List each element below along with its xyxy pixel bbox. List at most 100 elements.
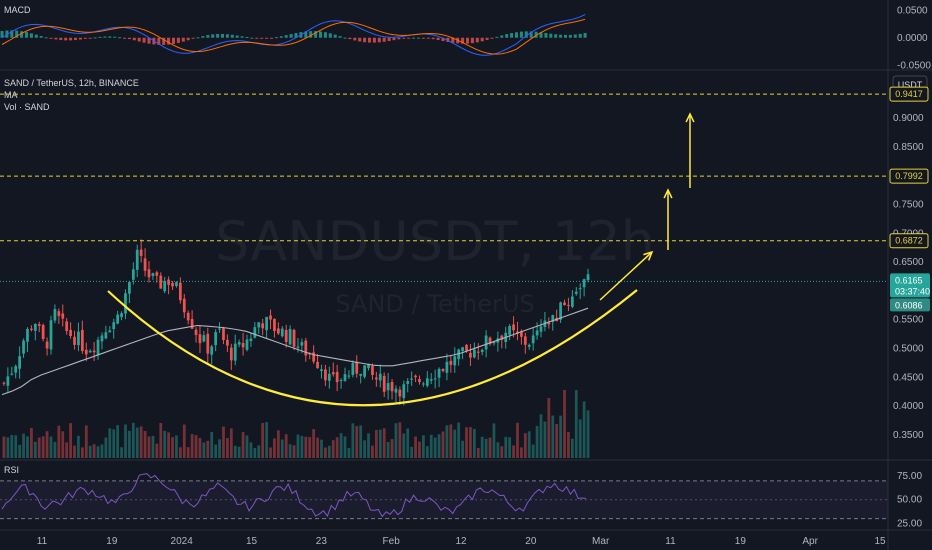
macd-histogram-bar: [397, 37, 401, 40]
volume-bar: [233, 445, 237, 458]
volume-bar: [2, 436, 6, 458]
macd-histogram-bar: [196, 37, 200, 39]
candle: [73, 330, 76, 350]
volume-bar: [245, 435, 249, 458]
volume-indicator-label[interactable]: Vol · SAND: [4, 102, 50, 112]
target-arrow[interactable]: [663, 188, 673, 250]
macd-histogram-bar: [44, 37, 48, 39]
candle: [135, 244, 139, 278]
time-tick-label: 20: [525, 536, 537, 547]
candle: [547, 317, 551, 329]
volume-bar: [241, 432, 245, 458]
macd-histogram-bar: [309, 31, 313, 38]
macd-histogram-bar: [568, 34, 572, 38]
macd-histogram-bar: [142, 37, 146, 43]
time-tick-label: 19: [106, 536, 118, 547]
macd-histogram-bar: [230, 34, 234, 38]
volume-bar: [520, 447, 523, 458]
macd-histogram-bar: [417, 37, 420, 39]
volume-bar: [504, 436, 508, 458]
macd-histogram-bar: [206, 35, 210, 38]
macd-histogram-bar: [147, 37, 151, 44]
volume-bar: [280, 439, 284, 458]
macd-tick-label: -0.0500: [897, 60, 931, 71]
macd-histogram-bar: [353, 37, 357, 41]
target-arrow[interactable]: [685, 112, 695, 188]
candle: [480, 348, 484, 356]
volume-bar: [461, 440, 464, 458]
macd-histogram-bar: [510, 33, 514, 38]
volume-bar: [367, 433, 370, 458]
candle: [316, 354, 319, 369]
candle: [45, 337, 49, 356]
volume-bar: [516, 422, 519, 458]
macd-histogram-bar: [78, 37, 82, 40]
candle: [65, 318, 69, 335]
rsi-pane: [0, 473, 888, 520]
candle: [351, 360, 355, 378]
volume-bar: [65, 442, 69, 458]
volume-bar: [374, 429, 378, 458]
target-level-value: 0.9417: [895, 89, 923, 99]
target-level-value: 0.7992: [895, 171, 923, 181]
candle: [288, 325, 292, 346]
macd-histogram-bar: [59, 37, 63, 41]
macd-histogram-bar: [64, 37, 68, 41]
volume-bar: [131, 422, 135, 458]
candle: [570, 290, 574, 309]
candle: [37, 321, 41, 333]
time-tick-label: 12: [455, 536, 467, 547]
candle: [324, 364, 327, 387]
candle: [226, 334, 229, 352]
macd-histogram-bar: [260, 37, 264, 39]
volume-bar: [343, 436, 347, 458]
candle: [292, 328, 296, 351]
volume-bar: [476, 447, 480, 458]
volume-bar: [49, 436, 53, 458]
volume-bar: [351, 423, 355, 458]
candle: [563, 299, 566, 306]
volume-bar: [22, 433, 25, 458]
volume-bar: [147, 436, 151, 458]
volume-bar: [308, 437, 312, 458]
candle: [378, 364, 382, 388]
macd-histogram-bar: [333, 34, 337, 38]
candle: [390, 379, 394, 400]
candle: [96, 336, 100, 360]
cup-curve[interactable]: [107, 289, 638, 407]
volume-bar: [371, 445, 374, 458]
ma-price-value: 0.6086: [895, 300, 923, 310]
volume-bar: [61, 431, 65, 458]
macd-histogram-bar: [113, 36, 117, 38]
target-arrow[interactable]: [599, 250, 654, 301]
candle: [265, 316, 268, 339]
volume-bar: [449, 424, 453, 458]
ma-indicator-label[interactable]: MA: [4, 90, 18, 100]
volume-bar: [151, 435, 155, 458]
volume-bar: [304, 436, 308, 458]
macd-histogram-bar: [39, 36, 43, 38]
volume-bar: [355, 426, 359, 458]
macd-histogram-bar: [274, 37, 278, 39]
macd-histogram-bar: [265, 37, 269, 39]
volume-bar: [53, 441, 57, 458]
candle: [120, 311, 123, 321]
macd-histogram-bar: [480, 37, 484, 42]
candle: [131, 262, 135, 285]
volume-bar: [555, 424, 559, 458]
macd-histogram-bar: [515, 32, 518, 38]
macd-histogram-bar: [466, 37, 469, 44]
candle: [441, 368, 445, 373]
volume-bar: [531, 444, 535, 458]
volume-bar: [33, 441, 37, 458]
time-tick-label: 11: [37, 536, 48, 547]
candle: [14, 364, 18, 379]
symbol-title[interactable]: SAND / TetherUS, 12h, BINANCE: [4, 78, 139, 88]
macd-histogram-bar: [436, 37, 440, 41]
macd-histogram-bar: [559, 34, 563, 38]
rsi-tick-label: 50.00: [897, 495, 922, 506]
candle: [578, 283, 582, 300]
candle: [418, 375, 421, 385]
candle: [10, 366, 14, 376]
